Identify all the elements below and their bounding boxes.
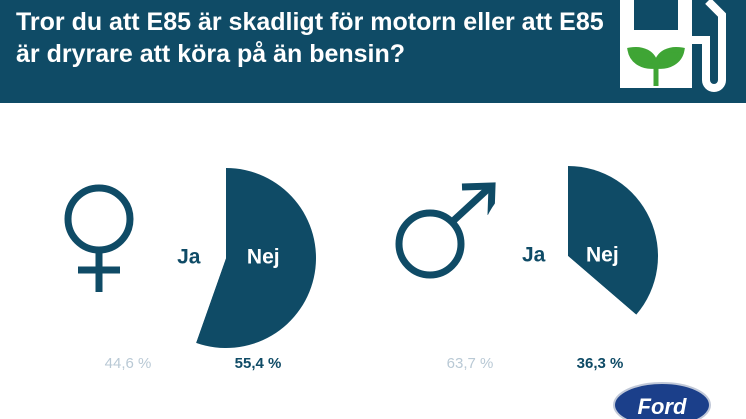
pie-slice	[478, 166, 637, 347]
value-label: 55,4 %	[235, 355, 282, 372]
slice-label: Ja	[522, 244, 546, 267]
brand-name: Ford	[638, 394, 687, 419]
fuel-icon	[620, 0, 726, 92]
slice-label: Nej	[247, 246, 280, 269]
male-symbol	[395, 182, 496, 279]
pie-slice	[568, 166, 658, 315]
value-label: 44,6 %	[105, 355, 152, 372]
pie-slice	[196, 168, 316, 348]
pie-slice	[135, 168, 226, 343]
value-label: 36,3 %	[577, 355, 624, 372]
title: Tror du att E85 är skadligt för motorn e…	[16, 8, 604, 68]
brand-logo: Ford	[613, 382, 711, 419]
slice-label: Nej	[586, 244, 619, 267]
value-label: 63,7 %	[447, 355, 494, 372]
slice-label: Ja	[177, 246, 201, 269]
female-symbol	[64, 184, 134, 292]
